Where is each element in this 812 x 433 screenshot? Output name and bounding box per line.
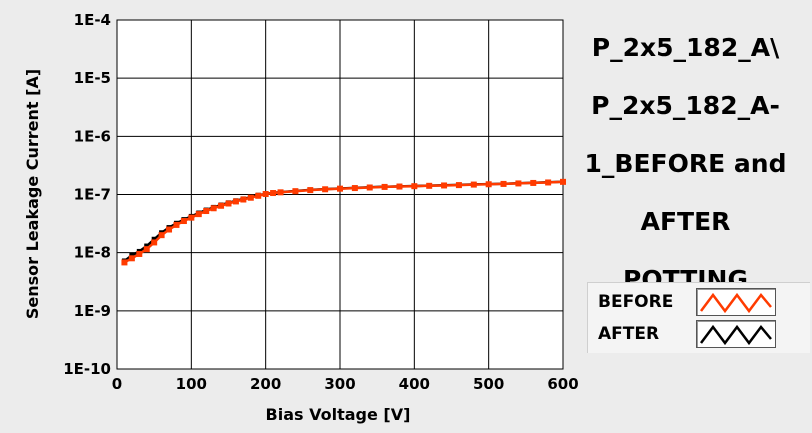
data-point <box>247 194 254 201</box>
y-tick-label: 1E-9 <box>74 302 111 320</box>
x-tick-label: 0 <box>112 375 122 393</box>
grid <box>117 20 563 369</box>
y-tick-label: 1E-6 <box>74 127 111 145</box>
data-point <box>455 182 462 189</box>
x-tick-label: 500 <box>473 375 504 393</box>
data-point <box>166 226 173 233</box>
title-line: 1_BEFORE and <box>584 149 787 178</box>
series-before <box>121 178 566 266</box>
data-point <box>351 185 358 192</box>
data-point <box>203 208 210 215</box>
data-point <box>180 218 187 225</box>
data-point <box>485 181 492 188</box>
data-point <box>366 184 373 191</box>
data-point <box>322 186 329 193</box>
legend-entry-before: BEFORE <box>598 287 776 317</box>
y-axis-title: Sensor Leakage Current [A] <box>23 69 42 319</box>
data-point <box>143 246 150 253</box>
data-point <box>136 250 143 257</box>
data-point <box>218 202 225 209</box>
data-point <box>255 192 262 199</box>
x-tick-labels: 0 100 200 300 400 500 600 <box>112 375 579 393</box>
legend-swatch-before[interactable] <box>696 288 776 316</box>
legend-label-after: AFTER <box>598 324 660 344</box>
data-point <box>128 255 135 262</box>
data-point <box>396 183 403 190</box>
legend: BEFORE AFTER <box>587 282 810 353</box>
y-tick-label: 1E-5 <box>74 69 111 87</box>
x-tick-label: 600 <box>547 375 578 393</box>
legend-label-before: BEFORE <box>598 292 674 312</box>
legend-line-after <box>700 324 772 346</box>
data-point <box>500 180 507 187</box>
x-tick-label: 200 <box>250 375 281 393</box>
y-tick-label: 1E-10 <box>63 360 111 378</box>
data-point <box>270 190 277 197</box>
y-tick-labels: 1E-4 1E-5 1E-6 1E-7 1E-8 1E-9 1E-10 <box>63 11 111 378</box>
data-point <box>144 243 150 249</box>
data-point <box>545 179 552 186</box>
data-point <box>262 190 269 197</box>
x-tick-label: 400 <box>399 375 430 393</box>
data-point <box>151 236 157 242</box>
data-point <box>307 187 314 194</box>
title-line: P_2x5_182_A- <box>591 91 780 120</box>
data-point <box>195 211 202 218</box>
x-tick-label: 300 <box>324 375 355 393</box>
data-point <box>411 183 418 190</box>
x-axis-title: Bias Voltage [V] <box>266 405 411 424</box>
data-point <box>381 183 388 190</box>
data-point <box>240 196 247 203</box>
legend-swatch-after[interactable] <box>696 320 776 348</box>
data-point <box>292 188 299 195</box>
chart-title: P_2x5_182_A\ P_2x5_182_A- 1_BEFORE and A… <box>563 4 808 323</box>
data-point <box>515 180 522 187</box>
data-point <box>151 239 158 246</box>
data-point <box>441 182 448 189</box>
data-point <box>210 205 217 212</box>
data-point <box>232 198 239 205</box>
series-layer <box>121 178 566 266</box>
data-point <box>121 259 128 266</box>
data-point <box>173 221 180 228</box>
y-tick-label: 1E-4 <box>74 11 111 29</box>
data-point <box>158 232 165 239</box>
legend-line-before <box>700 292 772 314</box>
data-point <box>530 179 537 186</box>
data-point <box>560 178 566 185</box>
data-point <box>470 181 477 188</box>
data-point <box>188 214 195 221</box>
y-tick-label: 1E-8 <box>74 244 111 262</box>
legend-entry-after: AFTER <box>598 319 776 349</box>
x-tick-label: 100 <box>176 375 207 393</box>
data-point <box>277 189 284 196</box>
title-line: P_2x5_182_A\ <box>591 33 780 62</box>
data-point <box>225 200 232 207</box>
data-point <box>426 182 433 189</box>
data-point <box>337 185 343 192</box>
y-tick-label: 1E-7 <box>74 186 111 204</box>
title-line: AFTER <box>640 207 731 236</box>
